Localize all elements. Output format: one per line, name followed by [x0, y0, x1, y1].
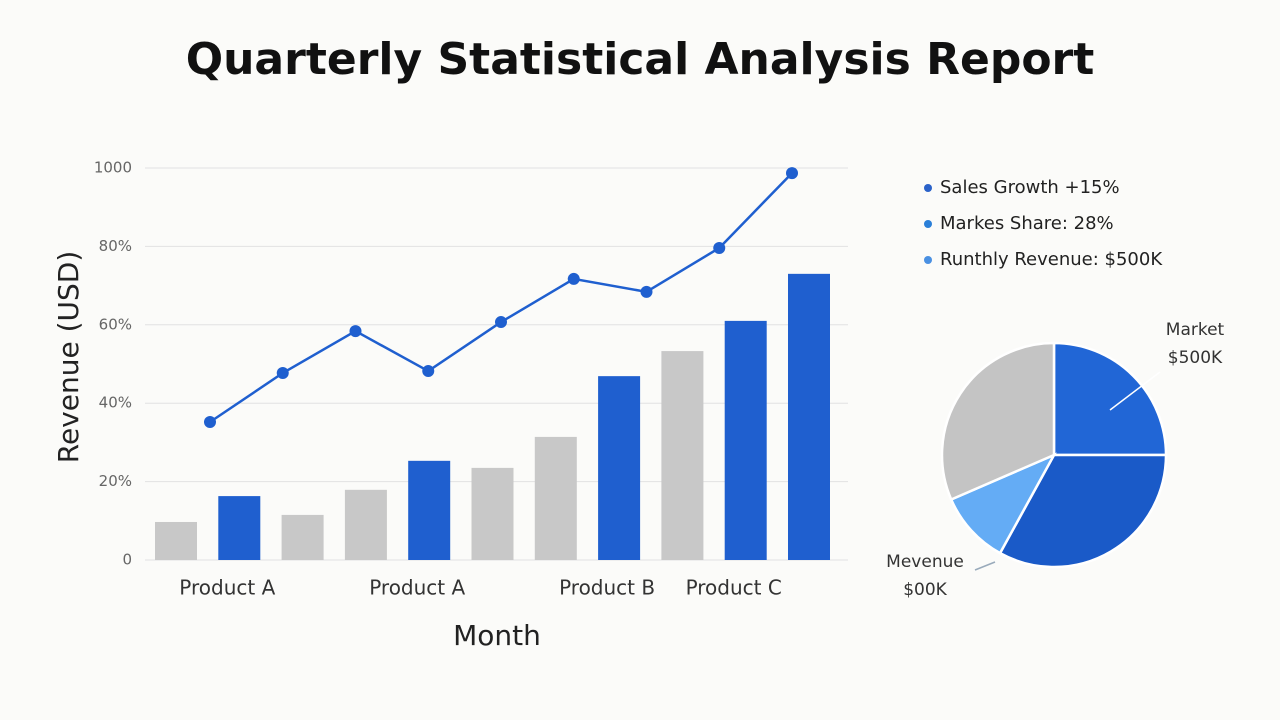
bar: [155, 521, 197, 560]
leader-line: [1109, 371, 1161, 411]
pie-slice: [949, 452, 1057, 555]
line-point: [422, 365, 435, 378]
legend-dot: [924, 184, 932, 192]
y-axis-label: Revenue (USD): [52, 251, 85, 464]
pie-annotation: Market: [1166, 320, 1225, 340]
bar: [788, 273, 830, 560]
pie-annotation: Mevenue: [886, 552, 964, 572]
title: Quarterly Statistical Analysis Report: [186, 34, 1095, 85]
y-tick-label: 20%: [99, 472, 132, 490]
y-tick-label: 60%: [99, 315, 132, 333]
bar: [661, 351, 704, 560]
bar: [408, 460, 451, 560]
legend-dot: [924, 256, 932, 264]
line-point: [204, 416, 216, 429]
bar: [344, 489, 387, 560]
pie-slice: [998, 453, 1168, 569]
line-point: [713, 241, 726, 254]
pie-annotation: $00K: [903, 580, 947, 600]
line-point: [495, 316, 507, 329]
pie-slice: [940, 341, 1056, 502]
bar: [281, 514, 324, 560]
legend-label: Runthly Revenue: $500K: [940, 249, 1163, 270]
x-tick-label: Product C: [686, 576, 782, 600]
line-point: [640, 285, 653, 298]
bar: [598, 376, 641, 560]
y-tick-label: 0: [122, 551, 132, 569]
x-tick-label: Product B: [559, 576, 655, 600]
pie-slice: [1052, 341, 1168, 457]
leader-line: [974, 561, 996, 571]
x-axis-label: Month: [453, 619, 541, 652]
y-tick-label: 80%: [99, 237, 132, 255]
bar: [471, 467, 514, 560]
bar: [534, 436, 577, 560]
y-tick-label: 1000: [94, 159, 132, 177]
bar: [724, 320, 767, 560]
line-point: [276, 367, 289, 380]
x-tick-label: Product A: [369, 576, 465, 600]
legend-label: Sales Growth +15%: [940, 177, 1120, 198]
legend-label: Markes Share: 28%: [940, 213, 1114, 234]
line-point: [786, 167, 798, 180]
pie-annotation: $500K: [1168, 348, 1223, 368]
y-tick-label: 40%: [99, 394, 132, 412]
bar: [218, 496, 261, 560]
x-tick-label: Product A: [179, 576, 275, 600]
legend-dot: [924, 220, 932, 228]
line-point: [567, 272, 580, 285]
line-point: [349, 325, 362, 338]
